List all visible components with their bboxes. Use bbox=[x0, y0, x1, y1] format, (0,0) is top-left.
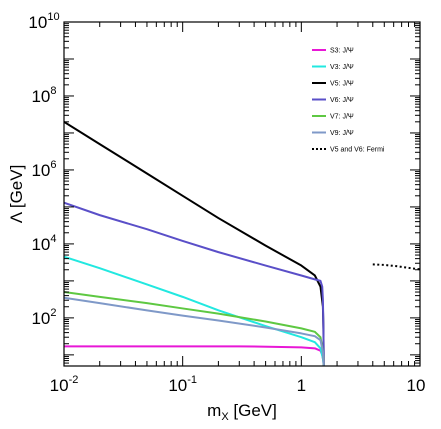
y-tick-label: 1010 bbox=[28, 11, 59, 32]
legend-label-5: V9: J/Ψ bbox=[330, 130, 354, 137]
x-axis-title-unit: [GeV] bbox=[229, 401, 277, 420]
series-line-6 bbox=[372, 263, 420, 271]
y-tick-label: 102 bbox=[31, 307, 56, 328]
legend-label-4: V7: J/Ψ bbox=[330, 114, 354, 121]
y-tick-label: 104 bbox=[31, 233, 56, 254]
x-tick-label: 1 bbox=[297, 376, 306, 395]
y-axis-title: Λ [GeV] bbox=[7, 165, 26, 224]
series-line-5 bbox=[64, 296, 325, 366]
legend-label-3: V6: J/Ψ bbox=[330, 97, 354, 104]
y-tick-label: 106 bbox=[31, 159, 56, 180]
tick-label-layer: 10-2 10-1 1 10 102 104 106 108 1010 bbox=[28, 11, 425, 395]
y-tick-label: 108 bbox=[31, 85, 56, 106]
x-tick-label: 10 bbox=[407, 376, 426, 395]
x-tick-label: 10-1 bbox=[168, 374, 197, 395]
legend-label-6: V5 and V6: Fermi bbox=[330, 147, 385, 154]
x-axis-title: mX [GeV] bbox=[207, 401, 277, 423]
plot-frame bbox=[63, 21, 421, 367]
x-axis-title-main: m bbox=[207, 401, 221, 420]
legend: S3: J/Ψ V3: J/Ψ V5: J/Ψ V6: J/Ψ V7: J/Ψ V9: J… bbox=[312, 48, 385, 154]
x-axis-title-sub: X bbox=[221, 411, 229, 423]
series-line-1 bbox=[64, 255, 325, 366]
x-tick-label: 10-2 bbox=[50, 374, 79, 395]
legend-label-0: S3: J/Ψ bbox=[330, 48, 354, 55]
series-line-0 bbox=[64, 345, 325, 366]
legend-label-2: V5: J/Ψ bbox=[330, 81, 354, 88]
curves-layer bbox=[64, 120, 420, 366]
tick-layer bbox=[63, 21, 421, 367]
legend-label-1: V3: J/Ψ bbox=[330, 64, 354, 71]
series-line-3 bbox=[64, 201, 325, 366]
